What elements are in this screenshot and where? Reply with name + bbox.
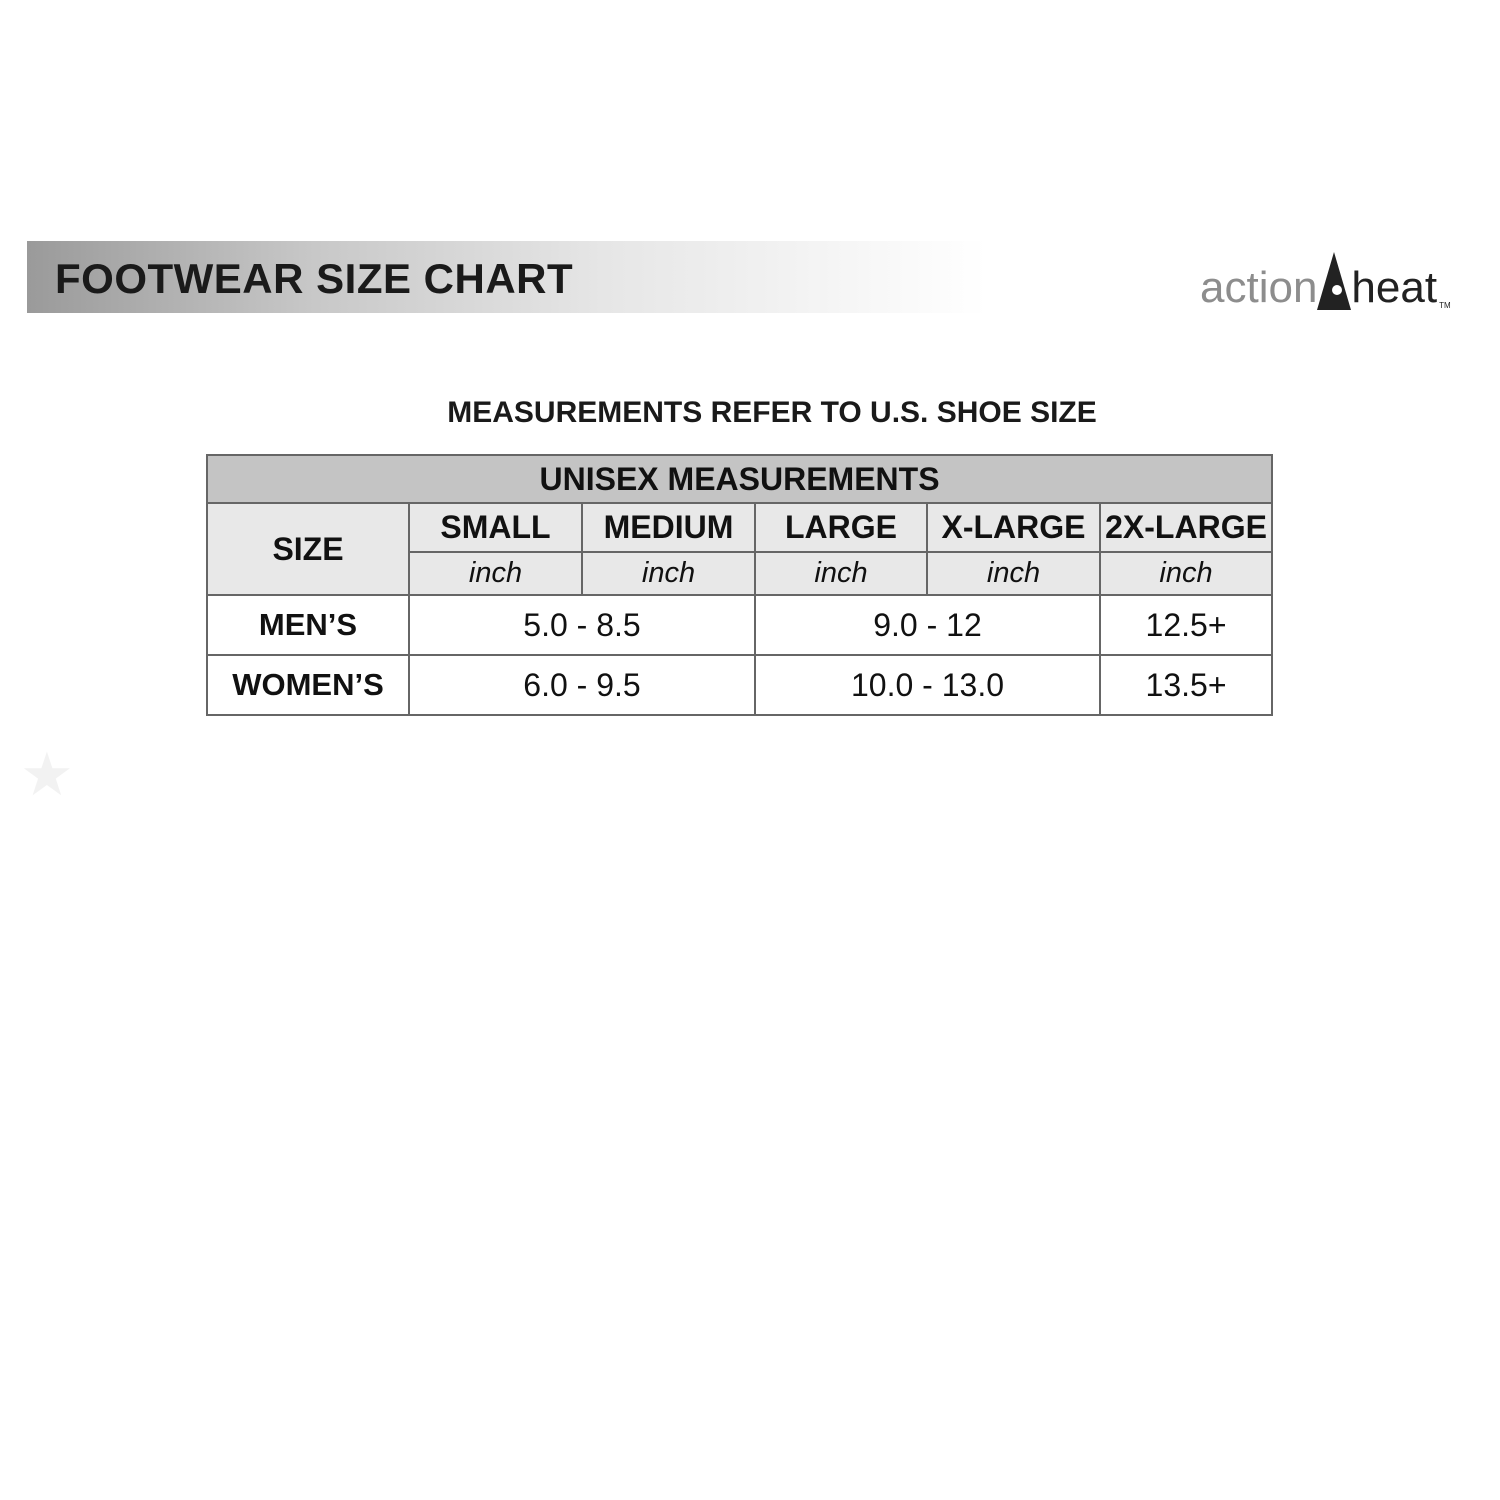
column-header: 2X-LARGE bbox=[1098, 502, 1274, 553]
star-icon: ★ bbox=[20, 741, 74, 808]
row-label: WOMEN’S bbox=[206, 654, 410, 716]
page-title: FOOTWEAR SIZE CHART bbox=[55, 255, 574, 302]
cell: 12.5+ bbox=[1098, 594, 1274, 656]
column-header: SMALL bbox=[408, 502, 583, 553]
title-banner: FOOTWEAR SIZE CHART bbox=[27, 241, 987, 313]
size-chart-table: UNISEX MEASUREMENTS SIZE SMALL MEDIUM LA… bbox=[205, 454, 1274, 716]
row-label: MEN’S bbox=[206, 594, 410, 656]
cell: 13.5+ bbox=[1098, 654, 1274, 716]
column-header: LARGE bbox=[754, 502, 928, 553]
subtitle: MEASUREMENTS REFER TO U.S. SHOE SIZE bbox=[447, 396, 1097, 429]
logo-text-heat: heat bbox=[1351, 263, 1438, 312]
unit-label: inch bbox=[754, 551, 928, 596]
brand-logo: action heat TM bbox=[1200, 250, 1451, 310]
unit-label: inch bbox=[926, 551, 1101, 596]
unit-label: inch bbox=[1098, 551, 1274, 596]
column-header: MEDIUM bbox=[581, 502, 756, 553]
column-header: X-LARGE bbox=[926, 502, 1101, 553]
unit-label: inch bbox=[581, 551, 756, 596]
cell: 10.0 - 13.0 bbox=[754, 654, 1101, 716]
table-row: MEN’S 5.0 - 8.5 9.0 - 12 12.5+ bbox=[206, 594, 1274, 656]
table-row: WOMEN’S 6.0 - 9.5 10.0 - 13.0 13.5+ bbox=[206, 654, 1274, 716]
cell: 6.0 - 9.5 bbox=[408, 654, 756, 716]
trademark: TM bbox=[1439, 301, 1451, 310]
table-title: UNISEX MEASUREMENTS bbox=[205, 454, 1274, 504]
size-header: SIZE bbox=[206, 502, 410, 596]
flame-arrow-icon bbox=[1317, 252, 1352, 310]
unit-label: inch bbox=[408, 551, 583, 596]
cell: 9.0 - 12 bbox=[754, 594, 1101, 656]
cell: 5.0 - 8.5 bbox=[408, 594, 756, 656]
logo-text-action: action bbox=[1200, 263, 1318, 312]
